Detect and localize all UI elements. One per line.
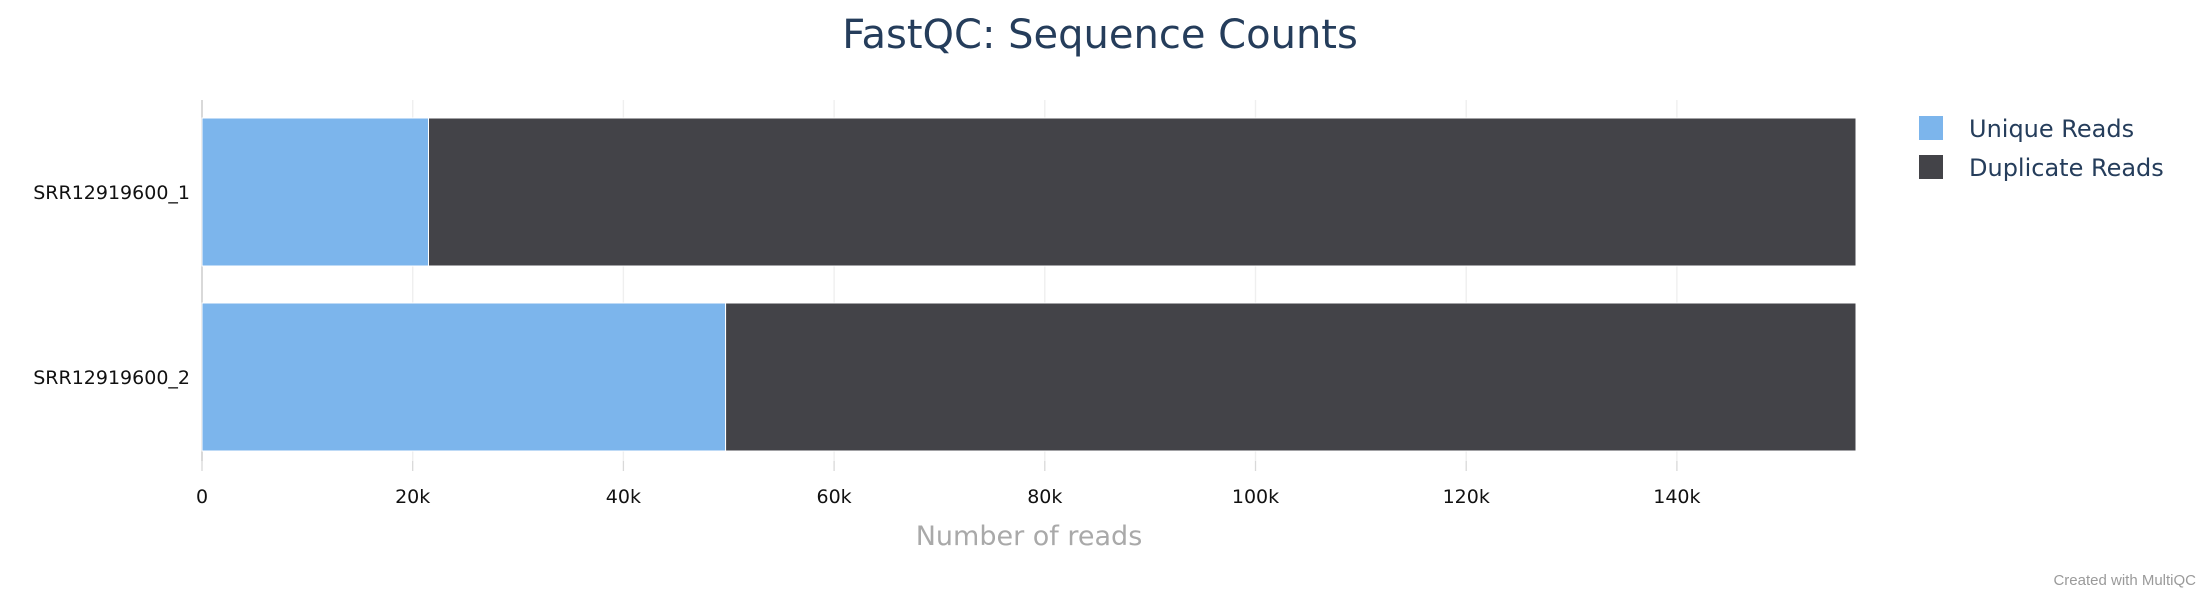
legend-swatch-unique-reads[interactable] [1919, 116, 1943, 140]
category-label: SRR12919600_2 [33, 367, 190, 389]
unique-reads-bar[interactable] [201, 302, 727, 452]
credit-text: Created with MultiQC [2053, 572, 2196, 589]
legend: Unique Reads Duplicate Reads [1919, 115, 2164, 182]
y-axis: SRR12919600_1 SRR12919600_2 [33, 182, 190, 389]
x-tick-label: 20k [395, 486, 430, 508]
x-axis: 0 20k 40k 60k 80k 100k 120k 140k [196, 461, 1701, 508]
legend-label-duplicate-reads[interactable]: Duplicate Reads [1969, 154, 2164, 182]
x-tick-label: 100k [1232, 486, 1279, 508]
x-tick-label: 0 [196, 486, 208, 508]
unique-reads-bar[interactable] [201, 117, 430, 267]
legend-swatch-duplicate-reads[interactable] [1919, 155, 1943, 179]
legend-label-unique-reads[interactable]: Unique Reads [1969, 115, 2134, 143]
category-label: SRR12919600_1 [33, 182, 190, 204]
chart-title: FastQC: Sequence Counts [842, 12, 1358, 58]
duplicate-reads-bar[interactable] [725, 302, 1857, 452]
x-axis-title: Number of reads [916, 521, 1143, 552]
x-tick-label: 140k [1653, 486, 1700, 508]
x-tick-label: 40k [606, 486, 641, 508]
duplicate-reads-bar[interactable] [428, 117, 1857, 267]
x-tick-label: 120k [1443, 486, 1490, 508]
bars-layer [201, 117, 1857, 452]
x-tick-label: 80k [1027, 486, 1062, 508]
x-tick-label: 60k [817, 486, 852, 508]
